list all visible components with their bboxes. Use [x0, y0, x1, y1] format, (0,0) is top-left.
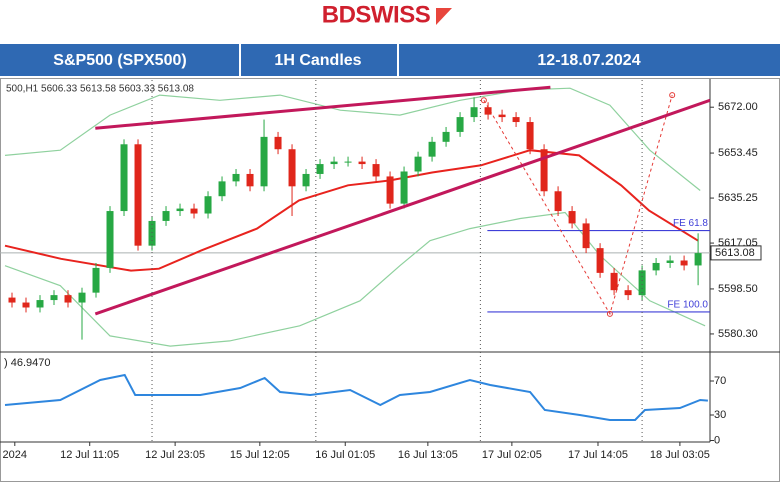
candle-body — [36, 300, 44, 308]
candle-body — [470, 107, 478, 118]
candle-body — [190, 208, 198, 214]
zigzag-point — [606, 310, 613, 317]
candle-body — [274, 136, 282, 150]
y-tick-label: 5653.45 — [718, 147, 758, 159]
candle-body — [652, 262, 660, 271]
candle-body — [428, 141, 436, 157]
candle-body — [120, 144, 128, 212]
last-price-box — [710, 245, 762, 261]
candle-body — [568, 211, 576, 224]
chart-info: 500,H1 5606.33 5613.58 5603.33 5613.08 — [6, 84, 194, 95]
indicator-line — [4, 87, 701, 191]
candle-body — [78, 292, 86, 303]
candle-body — [260, 136, 268, 187]
axes: 5672.005653.455635.255617.055598.505580.… — [3, 80, 762, 461]
candle-body — [232, 173, 240, 182]
candle-body — [400, 171, 408, 204]
logo-mark — [436, 8, 452, 25]
candle-body — [540, 149, 548, 192]
candle-body — [624, 290, 632, 296]
trendline — [95, 85, 551, 130]
candle-body — [22, 302, 30, 308]
candle-body — [106, 211, 114, 268]
candle-body — [246, 173, 254, 187]
x-tick-label: 16 Jul 01:05 — [315, 449, 375, 461]
y-tick-label: 5598.50 — [718, 283, 758, 295]
header-cell: 1H Candles — [274, 52, 361, 69]
y-tick-label: 70 — [714, 375, 726, 387]
candle-body — [456, 117, 464, 132]
candle-body — [498, 114, 506, 118]
y-tick-label: 5672.00 — [718, 101, 758, 113]
candle-body — [330, 161, 338, 165]
candle-body — [176, 208, 184, 212]
candle-body — [442, 131, 450, 142]
candle-body — [302, 173, 310, 187]
x-tick-label: 16 Jul 13:05 — [398, 449, 458, 461]
x-tick-label: 17 Jul 02:05 — [482, 449, 542, 461]
y-tick-label: 30 — [714, 409, 726, 421]
rsi-line — [4, 373, 708, 421]
candle-body — [414, 156, 422, 172]
x-tick-label: 15 Jul 12:05 — [230, 449, 290, 461]
candle-body — [8, 297, 16, 303]
rsi-title: ) 46.9470 — [4, 357, 50, 369]
candle-body — [344, 161, 352, 163]
zigzag-line — [483, 94, 673, 316]
x-tick-label: 18 Jul 03:05 — [650, 449, 710, 461]
candle-body — [204, 196, 212, 214]
candle-body — [680, 260, 688, 266]
x-tick-label: 12 Jul 23:05 — [145, 449, 205, 461]
x-tick-label: 17 Jul 14:05 — [568, 449, 628, 461]
candle-body — [372, 164, 380, 177]
candle-body — [162, 211, 170, 221]
candle-body — [526, 122, 534, 150]
indicator-line — [4, 149, 699, 272]
candle-body — [386, 176, 394, 204]
zigzag-point — [480, 97, 487, 104]
candle-body — [50, 295, 58, 301]
candle-body — [582, 223, 590, 249]
candle-body — [610, 272, 618, 291]
candle-body — [288, 149, 296, 187]
price-panel: FE 61.8 FE 100.0 — [0, 85, 710, 347]
header-cell: 12-18.07.2024 — [537, 52, 640, 69]
candle-body — [92, 267, 100, 293]
candle-body — [148, 220, 156, 246]
fib-level-label: FE 61.8 — [673, 218, 708, 229]
header-cell: S&P500 (SPX500) — [53, 52, 186, 69]
x-tick-label: 12 Jul 11:05 — [60, 449, 119, 461]
candle-body — [596, 248, 604, 273]
last-price-label: 5613.08 — [715, 247, 755, 259]
y-tick-label: 5580.30 — [718, 328, 758, 340]
header-bar — [0, 44, 780, 76]
trendline — [94, 98, 710, 316]
rsi-panel — [4, 373, 708, 421]
fib-level-label: FE 100.0 — [667, 300, 708, 311]
candle-body — [64, 295, 72, 303]
candle-body — [512, 117, 520, 123]
zigzag-point — [669, 92, 676, 99]
candle-body — [218, 181, 226, 197]
candle-body — [484, 107, 492, 115]
brand-logo: BDSWISS — [322, 1, 431, 28]
candle-body — [134, 144, 142, 246]
candle-body — [358, 161, 366, 165]
x-tick-label: 2024 — [3, 449, 27, 461]
candle-body — [694, 253, 702, 266]
candle-body — [666, 260, 674, 263]
candle-body — [554, 191, 562, 212]
candle-body — [638, 270, 646, 296]
candle-body — [316, 164, 324, 174]
y-tick-label: 5635.25 — [718, 192, 758, 204]
y-tick-label: 0 — [714, 434, 720, 446]
